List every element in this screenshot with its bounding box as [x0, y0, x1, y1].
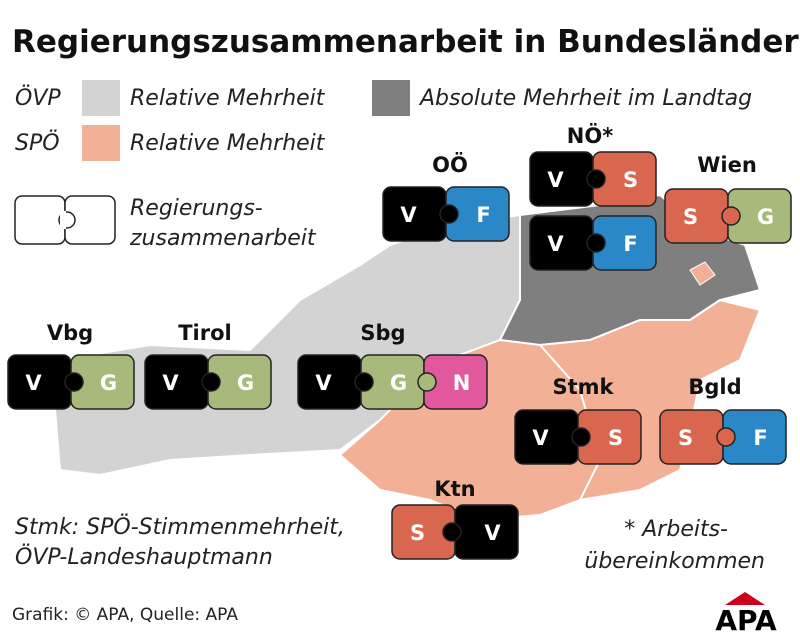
title: Regierungszusammenarbeit in Bundesländer…: [12, 24, 800, 60]
party-letter: S: [678, 426, 693, 450]
puzzle-knob: [417, 372, 437, 392]
footnote: * Arbeits-: [624, 517, 728, 542]
state-label: Wien: [697, 153, 757, 177]
party-letter: V: [547, 168, 564, 192]
state-label: Stmk: [552, 375, 614, 399]
legend-swatch: [82, 125, 120, 161]
party-letter: S: [608, 426, 623, 450]
party-letter: V: [484, 521, 501, 545]
state-label: NÖ*: [567, 123, 613, 148]
state-label: Bgld: [688, 375, 741, 399]
note: Stmk: SPÖ-Stimmenmehrheit,: [15, 514, 345, 540]
party-letter: S: [623, 168, 638, 192]
puzzle-knob: [354, 372, 374, 392]
party-letter: V: [315, 371, 332, 395]
state-label: Sbg: [360, 321, 405, 345]
puzzle-knob: [64, 372, 84, 392]
logo-mark: [725, 592, 765, 605]
party-letter: V: [532, 426, 549, 450]
party-letter: G: [390, 371, 407, 395]
party-letter: S: [410, 521, 425, 545]
note: ÖVP-Landeshauptmann: [15, 544, 273, 570]
legend-party: ÖVP: [15, 85, 61, 111]
footnote: übereinkommen: [584, 549, 765, 574]
legend-party: SPÖ: [15, 130, 60, 156]
party-letter: F: [623, 232, 637, 256]
puzzle-knob: [586, 169, 606, 189]
puzzle-knob: [571, 427, 591, 447]
puzzle-knob: [716, 427, 736, 447]
legend-label: Absolute Mehrheit im Landtag: [418, 86, 752, 111]
party-letter: V: [400, 203, 417, 227]
legend-label: Regierungs-: [130, 196, 263, 221]
state-label: OÖ: [432, 152, 468, 177]
party-letter: F: [753, 426, 767, 450]
puzzle-knob: [201, 372, 221, 392]
party-letter: S: [683, 205, 698, 229]
party-letter: V: [25, 371, 42, 395]
puzzle-knob: [721, 206, 741, 226]
party-letter: V: [162, 371, 179, 395]
puzzle-knob: [586, 233, 606, 253]
state-label: Ktn: [434, 477, 475, 501]
state-label: Tirol: [178, 321, 232, 345]
party-letter: F: [476, 203, 490, 227]
legend-label: Relative Mehrheit: [130, 131, 326, 156]
state-label: Vbg: [47, 321, 93, 345]
puzzle-knob: [442, 522, 462, 542]
source: Grafik: © APA, Quelle: APA: [12, 605, 238, 625]
legend-swatch: [372, 80, 410, 116]
legend-swatch: [82, 80, 120, 116]
party-letter: G: [757, 205, 774, 229]
legend-puzzle: [14, 195, 116, 245]
party-letter: G: [100, 371, 117, 395]
logo: APA: [715, 604, 777, 637]
legend-label: zusammenarbeit: [129, 226, 317, 251]
party-letter: G: [237, 371, 254, 395]
party-letter: V: [547, 232, 564, 256]
party-letter: N: [453, 371, 471, 395]
puzzle-knob: [439, 204, 459, 224]
legend-label: Relative Mehrheit: [130, 86, 326, 111]
